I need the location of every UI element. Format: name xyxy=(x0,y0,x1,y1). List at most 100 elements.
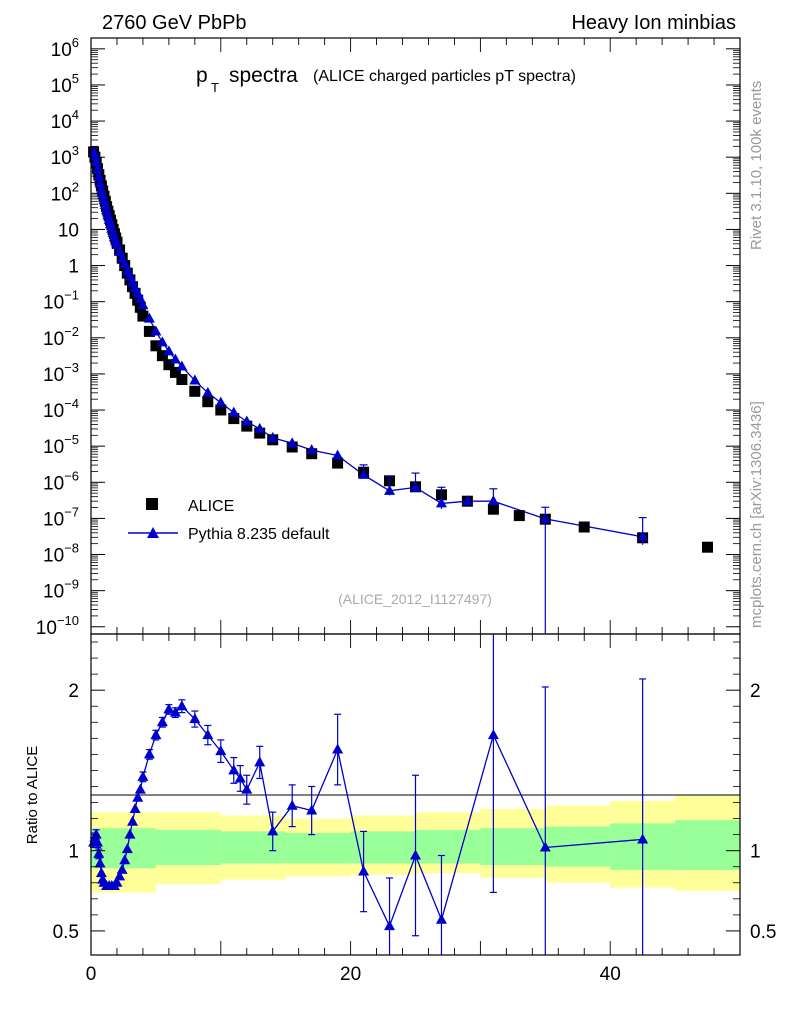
alice-data-point xyxy=(702,541,713,553)
main-y-tick-label: 10−6 xyxy=(43,468,79,494)
header-left: 2760 GeV PbPb xyxy=(102,12,247,34)
tick-exponent: 6 xyxy=(72,35,79,50)
ratio-data-point xyxy=(163,703,175,714)
ratio-y-tick-label-right: 2 xyxy=(750,681,761,702)
main-y-tick-label: 105 xyxy=(51,71,79,97)
ratio-y-tick-label-left: 0.5 xyxy=(53,922,79,943)
alice-data-point xyxy=(163,359,175,371)
ratio-data-point xyxy=(132,791,144,802)
ratio-data-point xyxy=(241,783,253,794)
pythia-data-point xyxy=(91,163,103,174)
main-y-tick-label: 10 xyxy=(58,220,79,241)
ratio-data-point xyxy=(169,706,181,717)
x-tick-label: 20 xyxy=(340,964,361,985)
pythia-data-point xyxy=(169,353,181,364)
analysis-tag: (ALICE_2012_I1127497) xyxy=(338,591,492,607)
alice-data-point xyxy=(137,310,149,322)
main-y-tick-label: 10−10 xyxy=(36,613,79,639)
pythia-data-point xyxy=(358,468,370,479)
pythia-data-point xyxy=(215,396,227,407)
alice-data-point xyxy=(189,385,201,397)
main-title-p: p xyxy=(196,64,208,87)
tick-base: 10 xyxy=(51,112,72,133)
ratio-data-point xyxy=(435,913,447,924)
tick-base: 10 xyxy=(51,40,72,61)
legend-alice-label: ALICE xyxy=(188,498,234,515)
main-y-tick-label: 10−8 xyxy=(43,541,79,567)
tick-base: 10 xyxy=(51,148,72,169)
pythia-data-point xyxy=(241,415,253,426)
tick-exponent: −10 xyxy=(57,613,79,628)
alice-data-point xyxy=(143,325,155,337)
pythia-data-point xyxy=(286,437,298,448)
pythia-main-line xyxy=(92,151,643,538)
pythia-data-point xyxy=(539,512,551,523)
main-subtitle: (ALICE charged particles pT spectra) xyxy=(313,68,576,85)
pythia-data-point xyxy=(99,199,111,210)
pythia-data-point xyxy=(95,183,107,194)
main-y-tick-label: 106 xyxy=(51,35,79,61)
green-band-segment xyxy=(220,831,286,864)
tick-base: 10 xyxy=(43,293,64,314)
main-y-tick-label: 10−3 xyxy=(43,360,79,386)
main-y-tick-label: 10−2 xyxy=(43,324,79,350)
ratio-data-point xyxy=(119,854,131,865)
ratio-data-point xyxy=(156,716,168,727)
pythia-data-point xyxy=(306,444,318,455)
ratio-data-point xyxy=(93,847,105,858)
ratio-data-layer xyxy=(88,634,649,955)
ratio-data-point xyxy=(637,833,649,844)
main-y-ticks: 10610510410310210110−110−210−310−410−510… xyxy=(36,35,741,639)
ratio-data-point xyxy=(121,843,133,854)
alice-data-point xyxy=(176,374,188,385)
alice-data-point xyxy=(215,404,227,416)
mcplots-source-label: mcplots.cern.ch [arXiv:1306.3436] xyxy=(748,401,765,628)
pythia-data-point xyxy=(384,484,396,495)
main-y-tick-label: 10−4 xyxy=(43,396,79,422)
tick-exponent: −2 xyxy=(64,324,79,339)
pythia-data-point xyxy=(97,189,109,200)
ratio-data-point xyxy=(215,745,227,756)
alice-data-point xyxy=(513,510,525,522)
tick-base: 1 xyxy=(68,257,79,278)
pythia-data-point xyxy=(163,345,175,356)
pythia-data-point xyxy=(150,325,162,336)
green-band-segment xyxy=(415,829,481,864)
tick-exponent: −3 xyxy=(64,360,79,375)
x-tick-label: 0 xyxy=(86,964,97,985)
green-band-segment xyxy=(675,820,740,870)
alice-data-point xyxy=(127,281,138,293)
ratio-y-axis-label: Ratio to ALICE xyxy=(24,746,41,844)
ratio-data-point xyxy=(189,713,201,724)
ratio-data-point xyxy=(143,748,155,759)
tick-base: 10 xyxy=(43,509,64,530)
ratio-data-point xyxy=(306,804,318,815)
tick-exponent: −5 xyxy=(64,432,79,447)
pythia-data-point xyxy=(202,386,214,397)
pythia-data-point xyxy=(228,406,240,417)
main-y-tick-label: 10−7 xyxy=(43,504,79,530)
ratio-data-point xyxy=(111,876,123,887)
ratio-data-point xyxy=(286,799,298,810)
main-title-subscript: T xyxy=(211,80,219,95)
tick-base: 10 xyxy=(51,76,72,97)
main-y-tick-label: 104 xyxy=(51,107,79,133)
pythia-data-point xyxy=(94,177,106,188)
alice-data-point xyxy=(202,396,214,408)
green-band-segment xyxy=(480,828,546,866)
tick-base: 10 xyxy=(43,473,64,494)
ratio-data-point xyxy=(129,802,141,813)
ratio-frame xyxy=(90,633,741,956)
ratio-data-point xyxy=(127,815,139,826)
main-y-tick-label: 102 xyxy=(51,179,79,205)
ratio-data-point xyxy=(94,857,106,868)
tick-exponent: 4 xyxy=(72,107,79,122)
tick-exponent: −6 xyxy=(64,468,79,483)
ratio-data-point xyxy=(384,920,396,931)
tick-exponent: −8 xyxy=(64,541,79,556)
main-y-tick-label: 103 xyxy=(51,143,79,169)
main-title: p T spectra (ALICE charged particles pT … xyxy=(196,64,576,95)
tick-exponent: 5 xyxy=(72,71,79,86)
pythia-data-point xyxy=(461,495,473,506)
